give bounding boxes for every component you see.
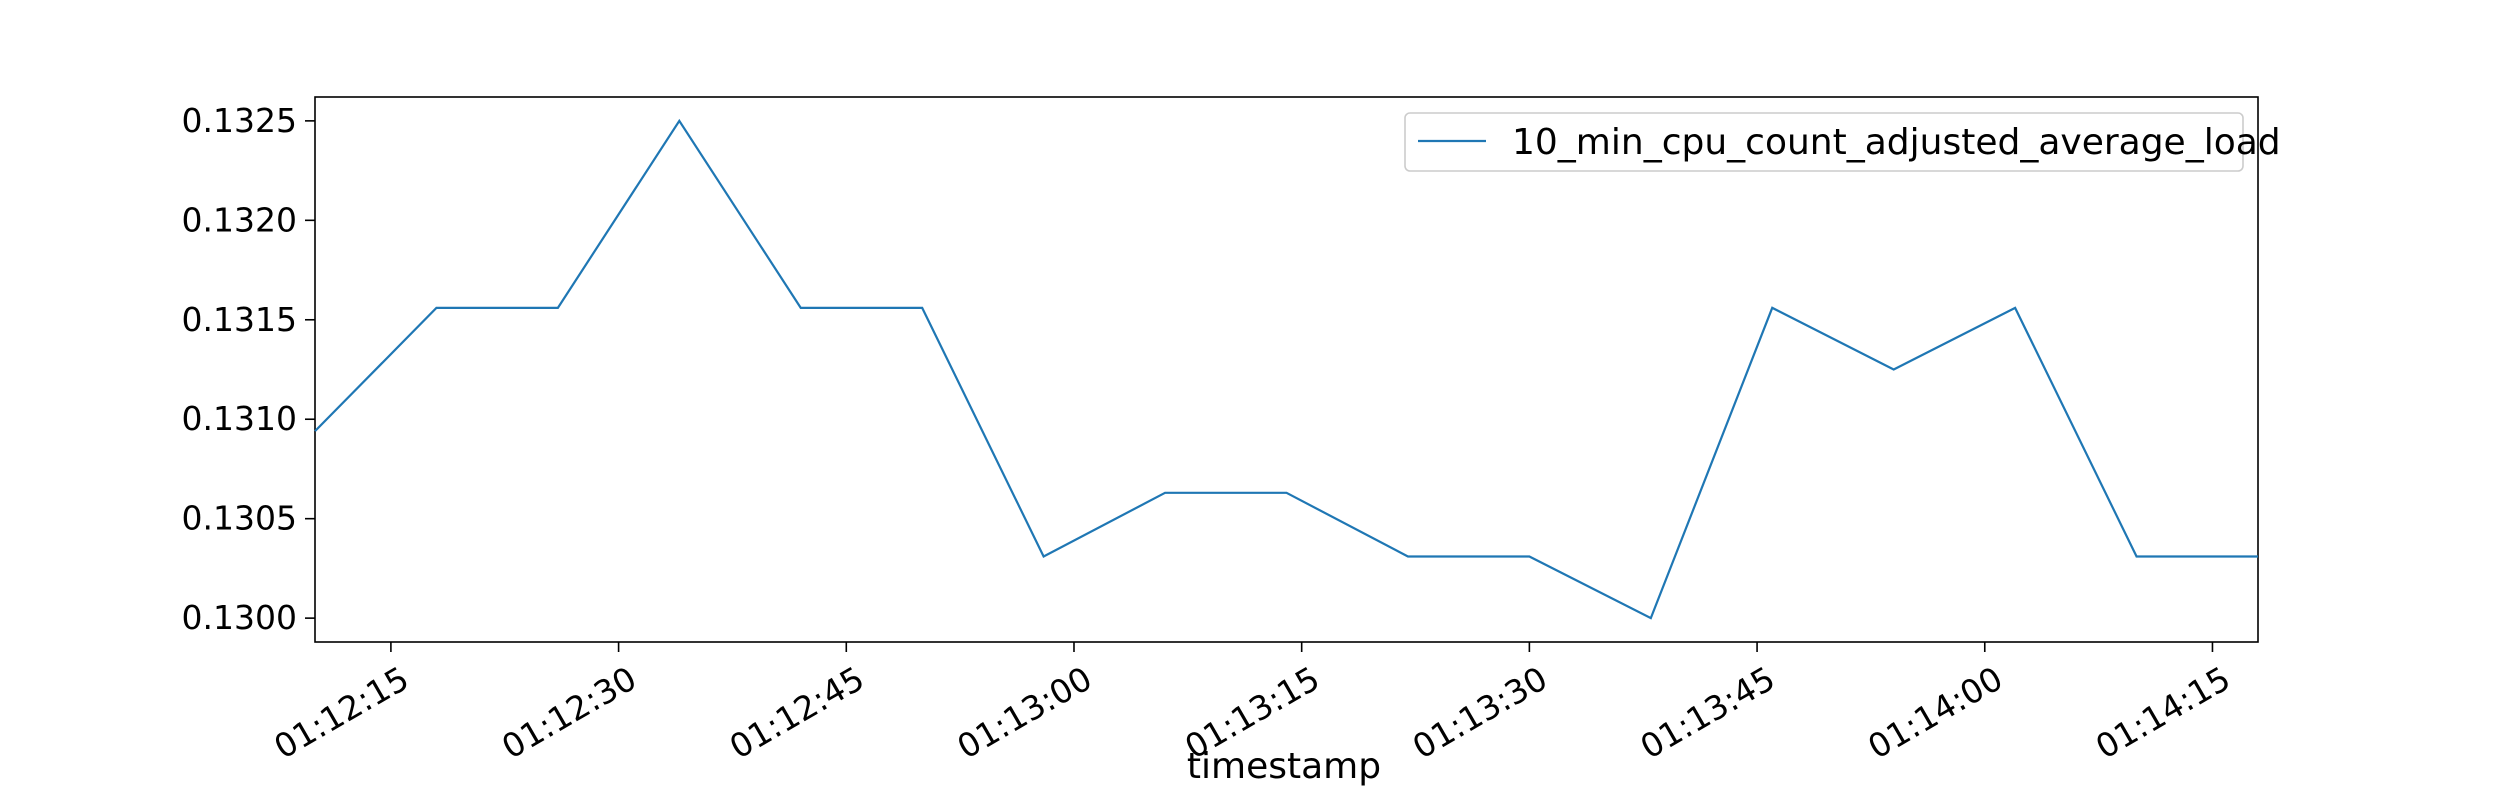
legend-box	[1404, 112, 2244, 172]
x-tick-label: 01:14:15	[2089, 659, 2237, 767]
x-tick-label: 01:12:15	[267, 659, 415, 767]
x-tick-label: 01:14:00	[1861, 659, 2009, 767]
series-line-0	[314, 118, 2258, 620]
x-tick-label: 01:13:45	[1634, 659, 1782, 767]
plot-frame	[314, 96, 2259, 643]
x-tick-label: 01:13:30	[1406, 659, 1554, 767]
x-tick-label: 01:12:45	[723, 659, 871, 767]
legend: 10_min_cpu_count_adjusted_average_load	[1404, 112, 2281, 172]
plot-area	[314, 96, 2259, 643]
y-tick-label: 0.1320	[182, 200, 297, 239]
y-tick-label: 0.1305	[182, 499, 297, 538]
y-axis: 0.1300 0.1305 0.1310 0.1315 0.1320 0.1325	[182, 101, 315, 637]
y-tick-label: 0.1315	[182, 300, 297, 339]
y-tick-label: 0.1300	[182, 598, 297, 637]
x-tick-label: 01:13:00	[951, 659, 1099, 767]
x-axis-label: timestamp	[1187, 746, 1381, 787]
y-tick-label: 0.1325	[182, 101, 297, 140]
y-tick-label: 0.1310	[182, 399, 297, 438]
x-tick-label: 01:12:30	[495, 659, 643, 767]
legend-label: 10_min_cpu_count_adjusted_average_load	[1512, 122, 2281, 163]
